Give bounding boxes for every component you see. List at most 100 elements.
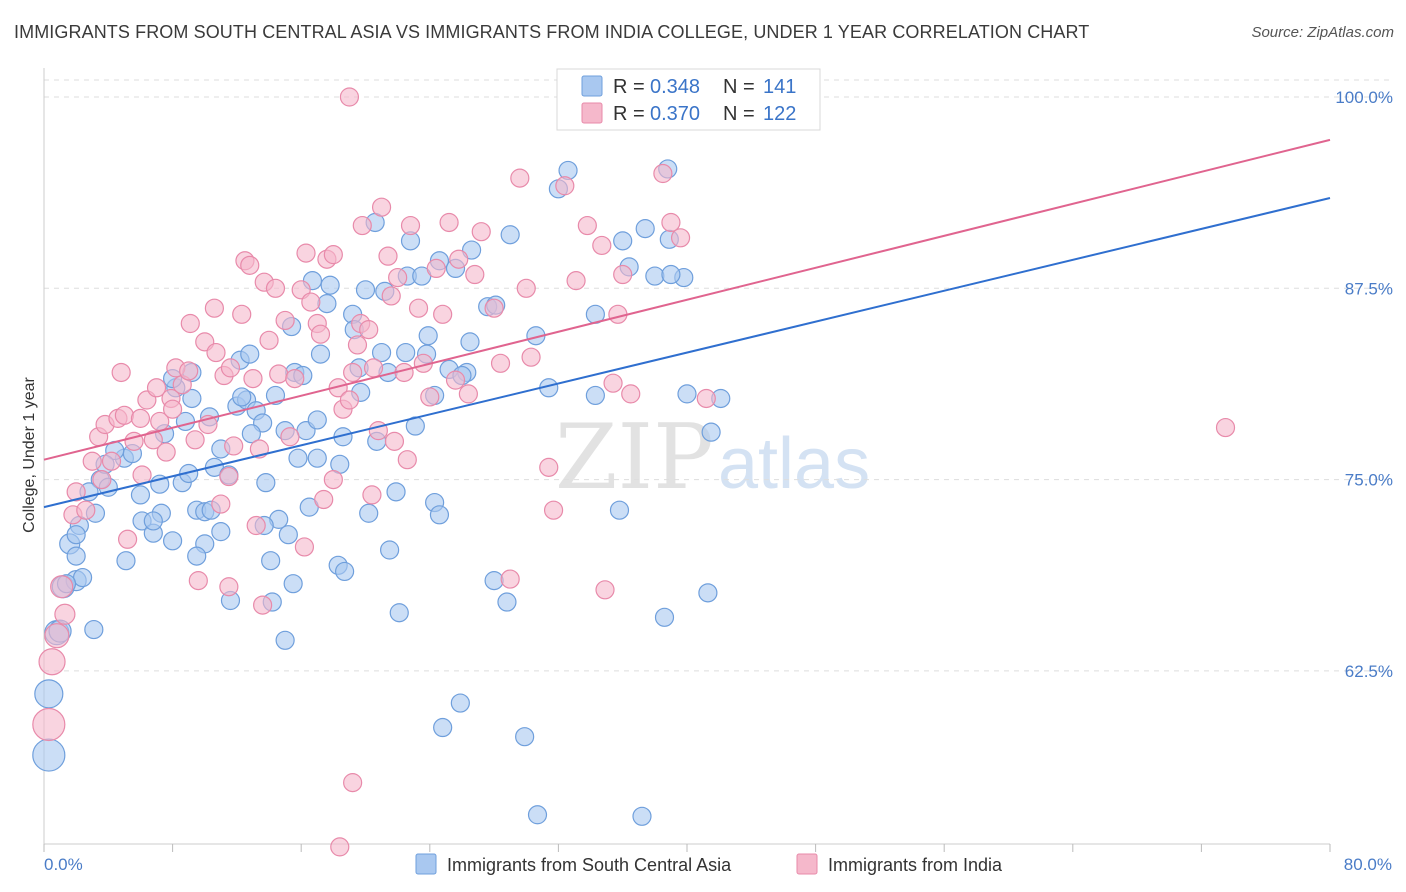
y-tick-labels: 62.5% 75.0% 87.5% 100.0% xyxy=(1335,88,1393,681)
point-india xyxy=(566,271,586,291)
x-tick-label-min: 0.0% xyxy=(44,855,83,874)
point-india xyxy=(362,485,382,505)
point-india xyxy=(555,176,575,196)
point-india xyxy=(66,482,86,502)
y-axis-label: College, Under 1 year xyxy=(21,377,38,533)
point-india xyxy=(613,264,633,285)
legend-swatch-blue xyxy=(581,75,603,97)
point-india xyxy=(294,537,315,557)
point-india xyxy=(484,298,504,318)
point-india xyxy=(339,87,360,107)
point-india xyxy=(301,292,321,312)
point-south-central-asia xyxy=(613,231,633,251)
chart-title: IMMIGRANTS FROM SOUTH CENTRAL ASIA VS IM… xyxy=(14,22,1090,42)
point-india xyxy=(32,707,66,742)
y-tick-label: 75.0% xyxy=(1345,471,1393,490)
point-south-central-asia xyxy=(307,448,327,468)
point-south-central-asia xyxy=(500,225,520,245)
point-india xyxy=(371,197,392,217)
point-india xyxy=(206,342,226,363)
point-india xyxy=(516,278,536,298)
point-south-central-asia xyxy=(232,387,252,407)
point-south-central-asia xyxy=(211,522,231,542)
point-india xyxy=(384,431,405,451)
watermark-zip: ZIP xyxy=(555,405,714,510)
point-india xyxy=(285,368,305,389)
point-india xyxy=(240,255,260,275)
point-south-central-asia xyxy=(632,806,652,826)
point-india xyxy=(204,298,224,318)
watermark: ZIP atlas xyxy=(555,405,870,510)
point-south-central-asia xyxy=(585,385,605,406)
point-india xyxy=(232,304,252,324)
point-south-central-asia xyxy=(275,630,295,650)
point-south-central-asia xyxy=(429,505,450,525)
legend-n-value-blue: 141 xyxy=(763,76,796,98)
point-india xyxy=(54,603,76,625)
point-south-central-asia xyxy=(116,551,136,571)
point-india xyxy=(185,430,205,450)
bottom-legend-swatch-pink xyxy=(796,853,818,875)
trend-lines xyxy=(43,138,1331,509)
point-india xyxy=(146,378,167,398)
point-india xyxy=(246,515,266,536)
point-india xyxy=(426,258,446,279)
point-india xyxy=(323,245,343,265)
point-india xyxy=(471,222,491,242)
legend-n-value-pink: 122 xyxy=(763,103,796,125)
point-india xyxy=(439,212,459,233)
point-south-central-asia xyxy=(661,264,681,285)
point-south-central-asia xyxy=(527,805,548,825)
point-india xyxy=(330,837,350,857)
point-south-central-asia xyxy=(386,482,406,502)
trend-line-south-central-asia xyxy=(43,197,1331,509)
point-india xyxy=(38,648,66,676)
point-south-central-asia xyxy=(396,342,416,363)
point-south-central-asia xyxy=(265,385,286,406)
point-india xyxy=(378,246,398,266)
point-india xyxy=(117,529,138,549)
point-south-central-asia xyxy=(310,344,331,364)
point-india xyxy=(592,235,612,256)
point-india xyxy=(543,500,564,520)
point-india xyxy=(224,436,244,456)
source-credit: Source: ZipAtlas.com xyxy=(1251,24,1394,41)
point-india xyxy=(696,388,716,409)
point-india xyxy=(269,364,289,384)
point-india xyxy=(433,304,453,324)
point-india xyxy=(465,264,485,285)
legend-r-value-pink: 0.370 xyxy=(650,103,700,125)
point-india xyxy=(296,243,316,263)
legend-r-value-blue: 0.348 xyxy=(650,76,700,98)
point-india xyxy=(449,249,469,269)
point-south-central-asia xyxy=(380,540,400,560)
point-india xyxy=(220,358,241,378)
point-india xyxy=(314,489,334,510)
point-india xyxy=(1215,417,1236,438)
point-india xyxy=(76,500,96,520)
point-south-central-asia xyxy=(371,342,392,363)
legend-swatch-pink xyxy=(581,102,603,124)
point-india xyxy=(259,330,279,350)
x-tick-label-max: 80.0% xyxy=(1344,855,1392,874)
point-india xyxy=(163,399,183,419)
point-india xyxy=(211,494,231,514)
point-south-central-asia xyxy=(355,280,376,300)
point-south-central-asia xyxy=(182,388,202,409)
point-south-central-asia xyxy=(261,551,281,571)
point-india xyxy=(253,595,273,615)
legend-r-label-blue: R = xyxy=(613,76,645,98)
point-india xyxy=(363,358,384,378)
point-india xyxy=(82,451,102,471)
point-india xyxy=(323,470,343,490)
point-india xyxy=(101,451,122,471)
point-india xyxy=(180,313,200,334)
point-india xyxy=(188,571,208,591)
stats-legend: R = 0.348 N = 141 R = 0.370 N = 122 xyxy=(556,68,821,131)
point-india xyxy=(670,228,691,248)
point-south-central-asia xyxy=(497,592,517,612)
point-india xyxy=(397,450,417,470)
point-india xyxy=(219,466,239,487)
bottom-legend-label-blue: Immigrants from South Central Asia xyxy=(447,855,732,875)
point-south-central-asia xyxy=(66,546,86,566)
